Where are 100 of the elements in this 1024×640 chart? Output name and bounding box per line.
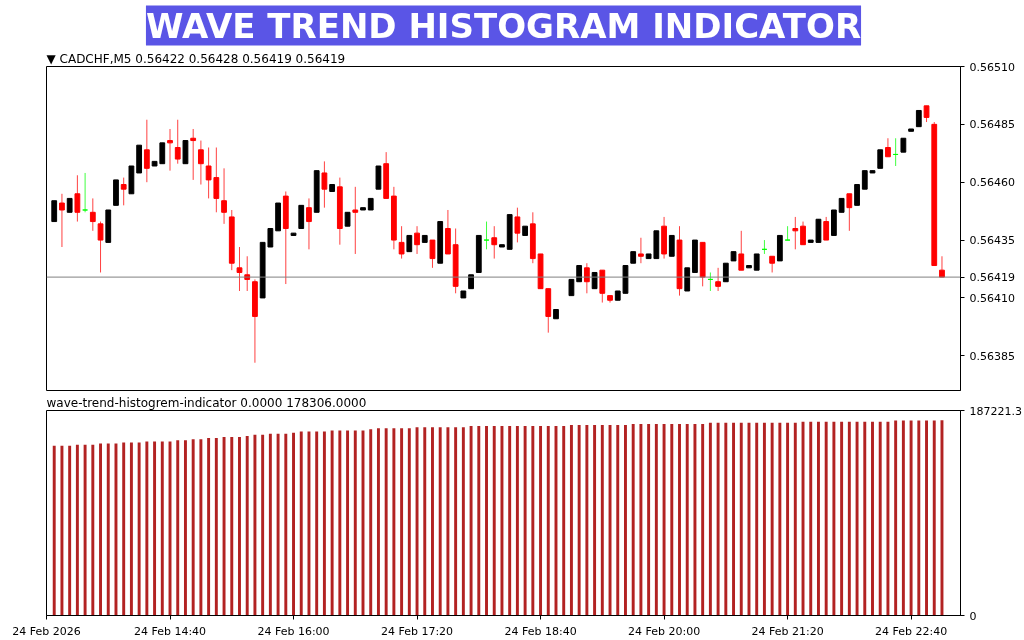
candlestick [298,204,305,229]
bar [724,422,728,616]
bar [122,442,126,616]
bar [160,441,164,616]
bar [454,427,458,616]
candlestick [375,165,382,190]
bar [392,428,396,616]
candlestick [668,234,675,257]
bar [438,427,442,616]
bar [68,445,72,616]
bar [346,430,350,616]
x-tick-label: 24 Feb 2026 [12,624,81,638]
bar [585,424,589,616]
bar [762,422,766,616]
bar [693,423,697,616]
candlestick [306,197,312,250]
candlestick [514,207,521,243]
bar [755,422,759,616]
bar [299,431,303,616]
chart-subtitle: ▼ CADCHF,M5 0.56422 0.56428 0.56419 0.56419 [46,51,346,66]
bar [238,437,241,616]
bar [75,444,79,616]
bar [369,429,373,616]
bar [531,426,535,616]
bar [539,426,543,616]
x-tick-label: 24 Feb 18:40 [504,624,577,638]
bar [523,426,527,616]
bar [616,424,620,616]
bar [624,424,627,616]
bar [894,420,898,616]
bar [353,430,357,616]
y-tick-label: 0 [969,609,977,623]
chart-title: wave-trend-histogrem-indicator 0.0000 178306.0000 [46,395,367,410]
x-tick-label: 24 Feb 20:00 [627,624,701,638]
bar [322,431,326,616]
bar [871,421,874,616]
bar [214,438,218,616]
candlestick [846,193,853,232]
y-tick-label: 0.56510 [969,60,1015,74]
bar [932,420,936,616]
x-tick-label: 24 Feb 22:40 [875,624,948,638]
bar [261,434,265,616]
bar [245,435,249,616]
bar [855,421,859,616]
candlestick [885,137,891,158]
bar [739,422,743,616]
bar [91,444,95,616]
bar [60,445,64,616]
candlestick [167,128,173,172]
bar [222,437,226,616]
bar [83,444,87,616]
candlestick [769,255,776,273]
bar [708,422,712,616]
bar [276,433,280,616]
bar [153,441,157,616]
bar [701,423,705,616]
bar [191,439,195,616]
candlestick [120,177,127,206]
bar [230,437,234,616]
candlestick [97,221,104,273]
bar [901,420,905,616]
bar [400,428,404,616]
bar [384,428,388,616]
bar [840,421,844,616]
bar [338,430,342,616]
bar [631,423,635,616]
candlestick [59,193,65,248]
bar [99,443,102,616]
candlestick [221,167,227,225]
bar [732,422,736,616]
bar [431,427,434,616]
bar [786,422,790,616]
bar [315,431,319,616]
bar [824,421,828,616]
bar [461,427,465,616]
candlestick [599,269,606,304]
bar [546,426,550,616]
bar [52,445,56,616]
bar [292,432,295,616]
y-tick-label: 0.56385 [969,349,1015,363]
bar [415,427,419,616]
candlestick [51,200,58,223]
bar [515,426,519,616]
bar [268,433,272,616]
bar [307,431,311,616]
bar [423,427,427,616]
candlestick [429,239,436,269]
bar [562,426,566,616]
candlestick [190,128,197,181]
bar [469,426,473,616]
candlestick [236,246,243,292]
candlestick [321,160,328,209]
bar [508,426,512,616]
bar [878,421,882,616]
bar [793,422,797,616]
candlestick [483,221,490,250]
candlestick [823,216,830,241]
x-tick-label: 24 Feb 21:20 [751,624,824,638]
ref-line-label: 0.56419 [969,271,1015,285]
bar [253,434,257,616]
